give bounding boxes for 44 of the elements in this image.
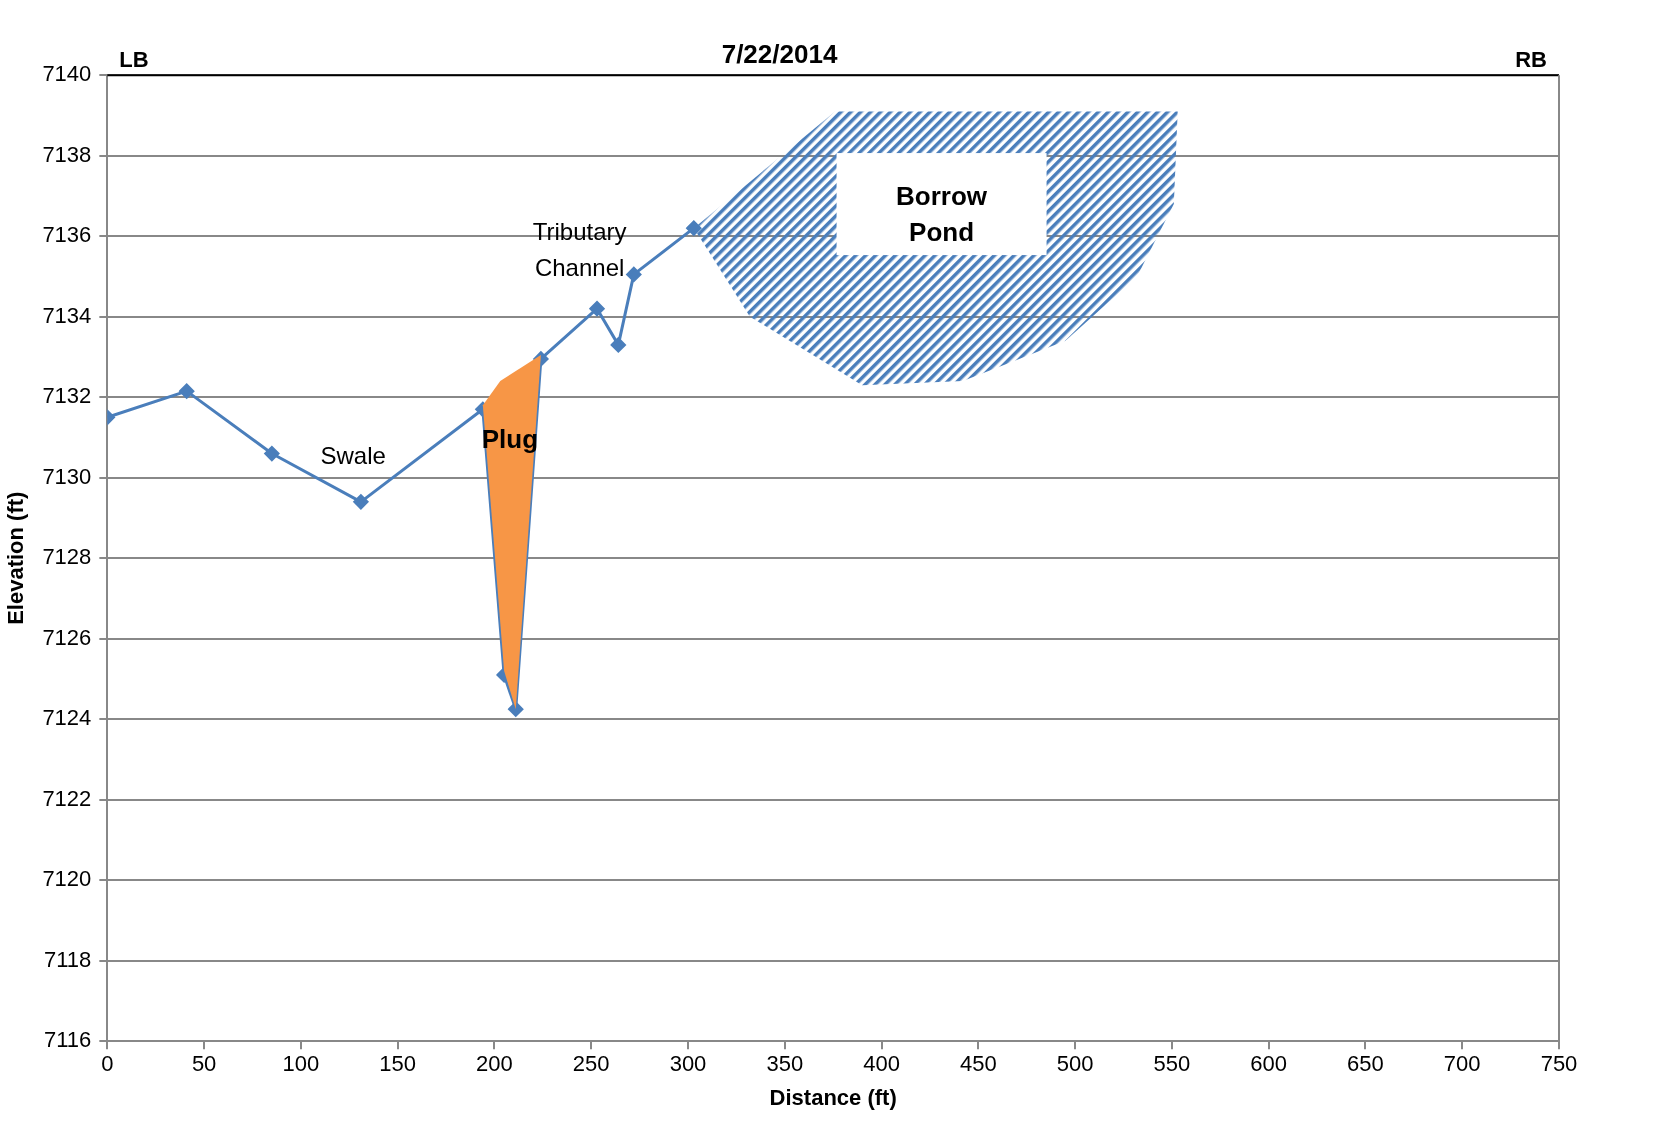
y-tick-label: 7138 — [42, 141, 92, 167]
y-tick-label: 7122 — [42, 785, 92, 811]
x-tick-label: 400 — [863, 1051, 900, 1077]
y-tick-label: 7116 — [44, 1027, 92, 1053]
text: LB — [119, 47, 149, 73]
chart-title: 7/22/2014 — [721, 38, 838, 69]
point — [626, 266, 642, 282]
x-tick-label: 350 — [766, 1051, 804, 1077]
y-tick-label: 7130 — [42, 463, 92, 489]
annotation: Tributary Channel — [532, 218, 627, 282]
point — [610, 337, 626, 353]
x-axis-title: Distance (ft) — [769, 1084, 897, 1110]
x-tick-label: 50 — [191, 1051, 217, 1077]
point — [179, 383, 195, 399]
x-tick-label: 650 — [1347, 1051, 1384, 1077]
x-tick-label: 0 — [101, 1051, 114, 1077]
x-tick-label: 100 — [282, 1051, 320, 1077]
y-tick-label: 7132 — [42, 383, 92, 409]
x-tick-label: 450 — [959, 1051, 997, 1077]
annotation: Swale — [320, 441, 386, 469]
y-tick-label: 7118 — [44, 946, 92, 972]
y-tick-label: 7140 — [42, 61, 92, 87]
x-tick-label: 700 — [1443, 1051, 1481, 1077]
x-tick-label: 200 — [476, 1051, 513, 1077]
x-tick-label: 150 — [379, 1051, 417, 1077]
x-tick-label: 250 — [572, 1051, 610, 1077]
x-tick-label: 600 — [1250, 1051, 1288, 1077]
text: RB — [1515, 47, 1547, 73]
y-tick-label: 7120 — [42, 866, 92, 892]
point — [589, 301, 605, 317]
point — [264, 446, 280, 462]
y-tick-label: 7136 — [42, 222, 92, 248]
y-tick-label: 7128 — [42, 544, 92, 570]
y-tick-label: 7134 — [42, 302, 92, 328]
point — [353, 494, 369, 510]
x-tick-label: 500 — [1056, 1051, 1094, 1077]
annotation: Borrow Pond — [896, 180, 988, 247]
x-tick-label: 750 — [1540, 1051, 1578, 1077]
y-tick-label: 7126 — [42, 624, 92, 650]
x-tick-label: 550 — [1153, 1051, 1191, 1077]
y-axis-title: Elevation (ft) — [3, 491, 29, 625]
point — [508, 701, 524, 717]
x-tick-label: 300 — [669, 1051, 707, 1077]
y-tick-label: 7124 — [42, 705, 92, 731]
